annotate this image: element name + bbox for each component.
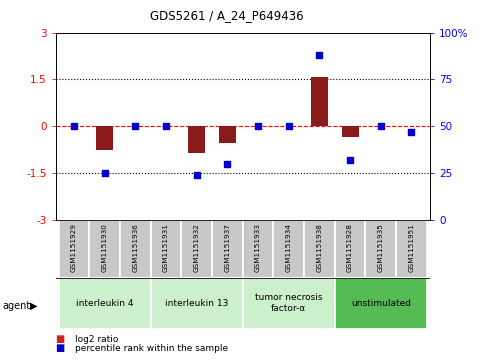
Bar	[273, 220, 304, 278]
Bar	[120, 220, 151, 278]
Text: GSM1151937: GSM1151937	[225, 223, 230, 272]
Bar	[396, 220, 427, 278]
Text: tumor necrosis
factor-α: tumor necrosis factor-α	[255, 293, 323, 313]
Text: GSM1151931: GSM1151931	[163, 223, 169, 272]
Point	[254, 123, 262, 129]
Bar	[341, 126, 358, 137]
Point	[101, 170, 109, 176]
Bar	[181, 220, 212, 278]
Text: agent: agent	[2, 301, 30, 311]
Bar	[58, 278, 151, 329]
Text: GSM1151936: GSM1151936	[132, 223, 138, 272]
Bar	[219, 126, 236, 143]
Text: GSM1151930: GSM1151930	[101, 223, 108, 272]
Text: GSM1151951: GSM1151951	[409, 223, 414, 272]
Point	[162, 123, 170, 129]
Text: GSM1151932: GSM1151932	[194, 223, 199, 272]
Bar	[188, 126, 205, 152]
Bar	[243, 220, 273, 278]
Point	[315, 52, 323, 58]
Point	[408, 129, 415, 135]
Bar	[151, 220, 181, 278]
Text: interleukin 13: interleukin 13	[165, 299, 228, 307]
Bar	[96, 126, 113, 150]
Point	[285, 123, 293, 129]
Bar	[335, 220, 366, 278]
Point	[224, 160, 231, 166]
Point	[131, 123, 139, 129]
Text: ■: ■	[56, 343, 65, 354]
Bar	[335, 278, 427, 329]
Bar	[366, 220, 396, 278]
Bar	[311, 77, 328, 126]
Text: interleukin 4: interleukin 4	[76, 299, 133, 307]
Text: GSM1151935: GSM1151935	[378, 223, 384, 272]
Text: ■: ■	[56, 334, 65, 344]
Text: unstimulated: unstimulated	[351, 299, 411, 307]
Bar	[89, 220, 120, 278]
Point	[70, 123, 78, 129]
Text: ▶: ▶	[30, 301, 38, 311]
Bar	[243, 278, 335, 329]
Bar	[212, 220, 243, 278]
Point	[346, 157, 354, 163]
Point	[193, 172, 200, 178]
Text: GSM1151938: GSM1151938	[316, 223, 323, 272]
Text: log2 ratio: log2 ratio	[75, 335, 118, 344]
Bar	[151, 278, 243, 329]
Point	[377, 123, 384, 129]
Text: GDS5261 / A_24_P649436: GDS5261 / A_24_P649436	[150, 9, 304, 22]
Text: GSM1151933: GSM1151933	[255, 223, 261, 272]
Text: GSM1151928: GSM1151928	[347, 223, 353, 272]
Text: GSM1151934: GSM1151934	[286, 223, 292, 272]
Bar	[58, 220, 89, 278]
Bar	[304, 220, 335, 278]
Text: percentile rank within the sample: percentile rank within the sample	[75, 344, 228, 353]
Text: GSM1151929: GSM1151929	[71, 223, 77, 272]
